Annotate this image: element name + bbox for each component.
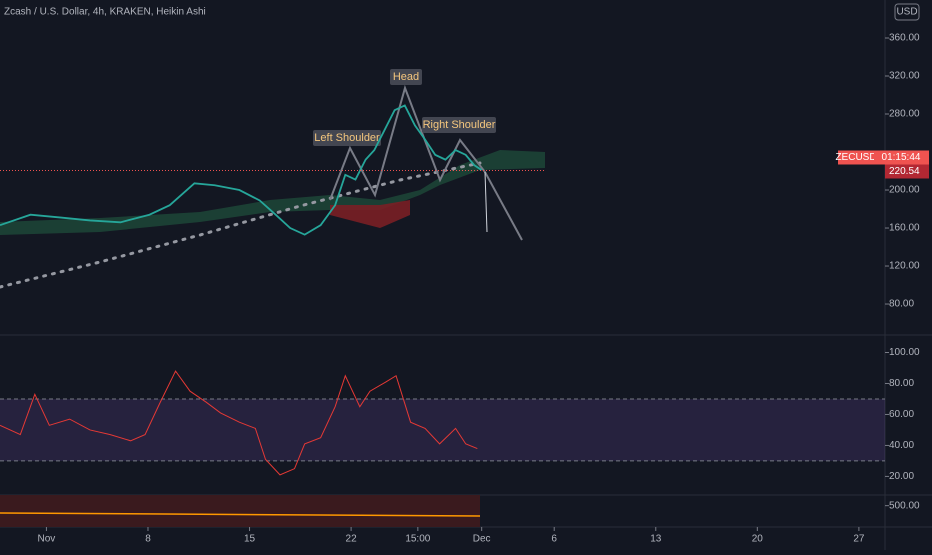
annotation-box xyxy=(422,117,496,133)
y-tick-label: 60.00 xyxy=(889,409,914,420)
annotation: Left Shoulder xyxy=(314,132,380,144)
x-tick-label: Dec xyxy=(473,534,491,545)
countdown-box xyxy=(874,150,929,165)
x-tick-label: 6 xyxy=(551,534,557,545)
annotation-box xyxy=(390,69,422,85)
y-tick-label: 20.00 xyxy=(889,471,914,482)
price-box xyxy=(885,164,929,179)
x-tick-label: 20 xyxy=(752,534,764,545)
price-label: 220.54 xyxy=(889,166,920,177)
symbol-box xyxy=(838,150,874,165)
y-tick-label: 80.00 xyxy=(889,378,914,389)
series-line xyxy=(0,370,478,476)
currency: USD xyxy=(896,7,917,18)
y-tick-label: 280.00 xyxy=(889,109,920,120)
title: Zcash / U.S. Dollar, 4h, KRAKEN, Heikin … xyxy=(4,7,206,18)
indicator-bg xyxy=(0,495,480,527)
y-tick-label: 200.00 xyxy=(889,185,920,196)
y-tick-label: 320.00 xyxy=(889,71,920,82)
x-tick-label: 8 xyxy=(145,534,151,545)
cloud xyxy=(0,150,545,235)
series-line xyxy=(0,104,483,236)
y-tick-label: 100.00 xyxy=(889,347,920,358)
x-tick-label: Nov xyxy=(38,534,56,545)
annotation: Right Shoulder xyxy=(423,119,496,131)
y-tick-label: 360.00 xyxy=(889,33,920,44)
countdown-label: 01:15:44 xyxy=(882,152,921,163)
x-tick-label: 15 xyxy=(244,534,256,545)
x-tick-label: 22 xyxy=(346,534,358,545)
rsi-band xyxy=(0,398,885,461)
x-tick-label: 15:00 xyxy=(405,534,430,545)
projection xyxy=(484,171,488,233)
currency-box xyxy=(894,3,920,21)
y-tick-label: 500.00 xyxy=(889,500,920,511)
y-tick-label: 120.00 xyxy=(889,261,920,272)
x-tick-label: 27 xyxy=(853,534,865,545)
y-tick-label: 40.00 xyxy=(889,440,914,451)
pattern-line xyxy=(329,84,523,241)
cloud xyxy=(330,200,410,228)
indicator-line xyxy=(0,512,481,517)
symbol-label: ZECUSD xyxy=(835,152,876,163)
annotation-box xyxy=(313,130,381,146)
annotation: Head xyxy=(393,71,419,83)
x-tick-label: 13 xyxy=(650,534,662,545)
y-tick-label: 80.00 xyxy=(889,299,914,310)
y-tick-label: 160.00 xyxy=(889,223,920,234)
